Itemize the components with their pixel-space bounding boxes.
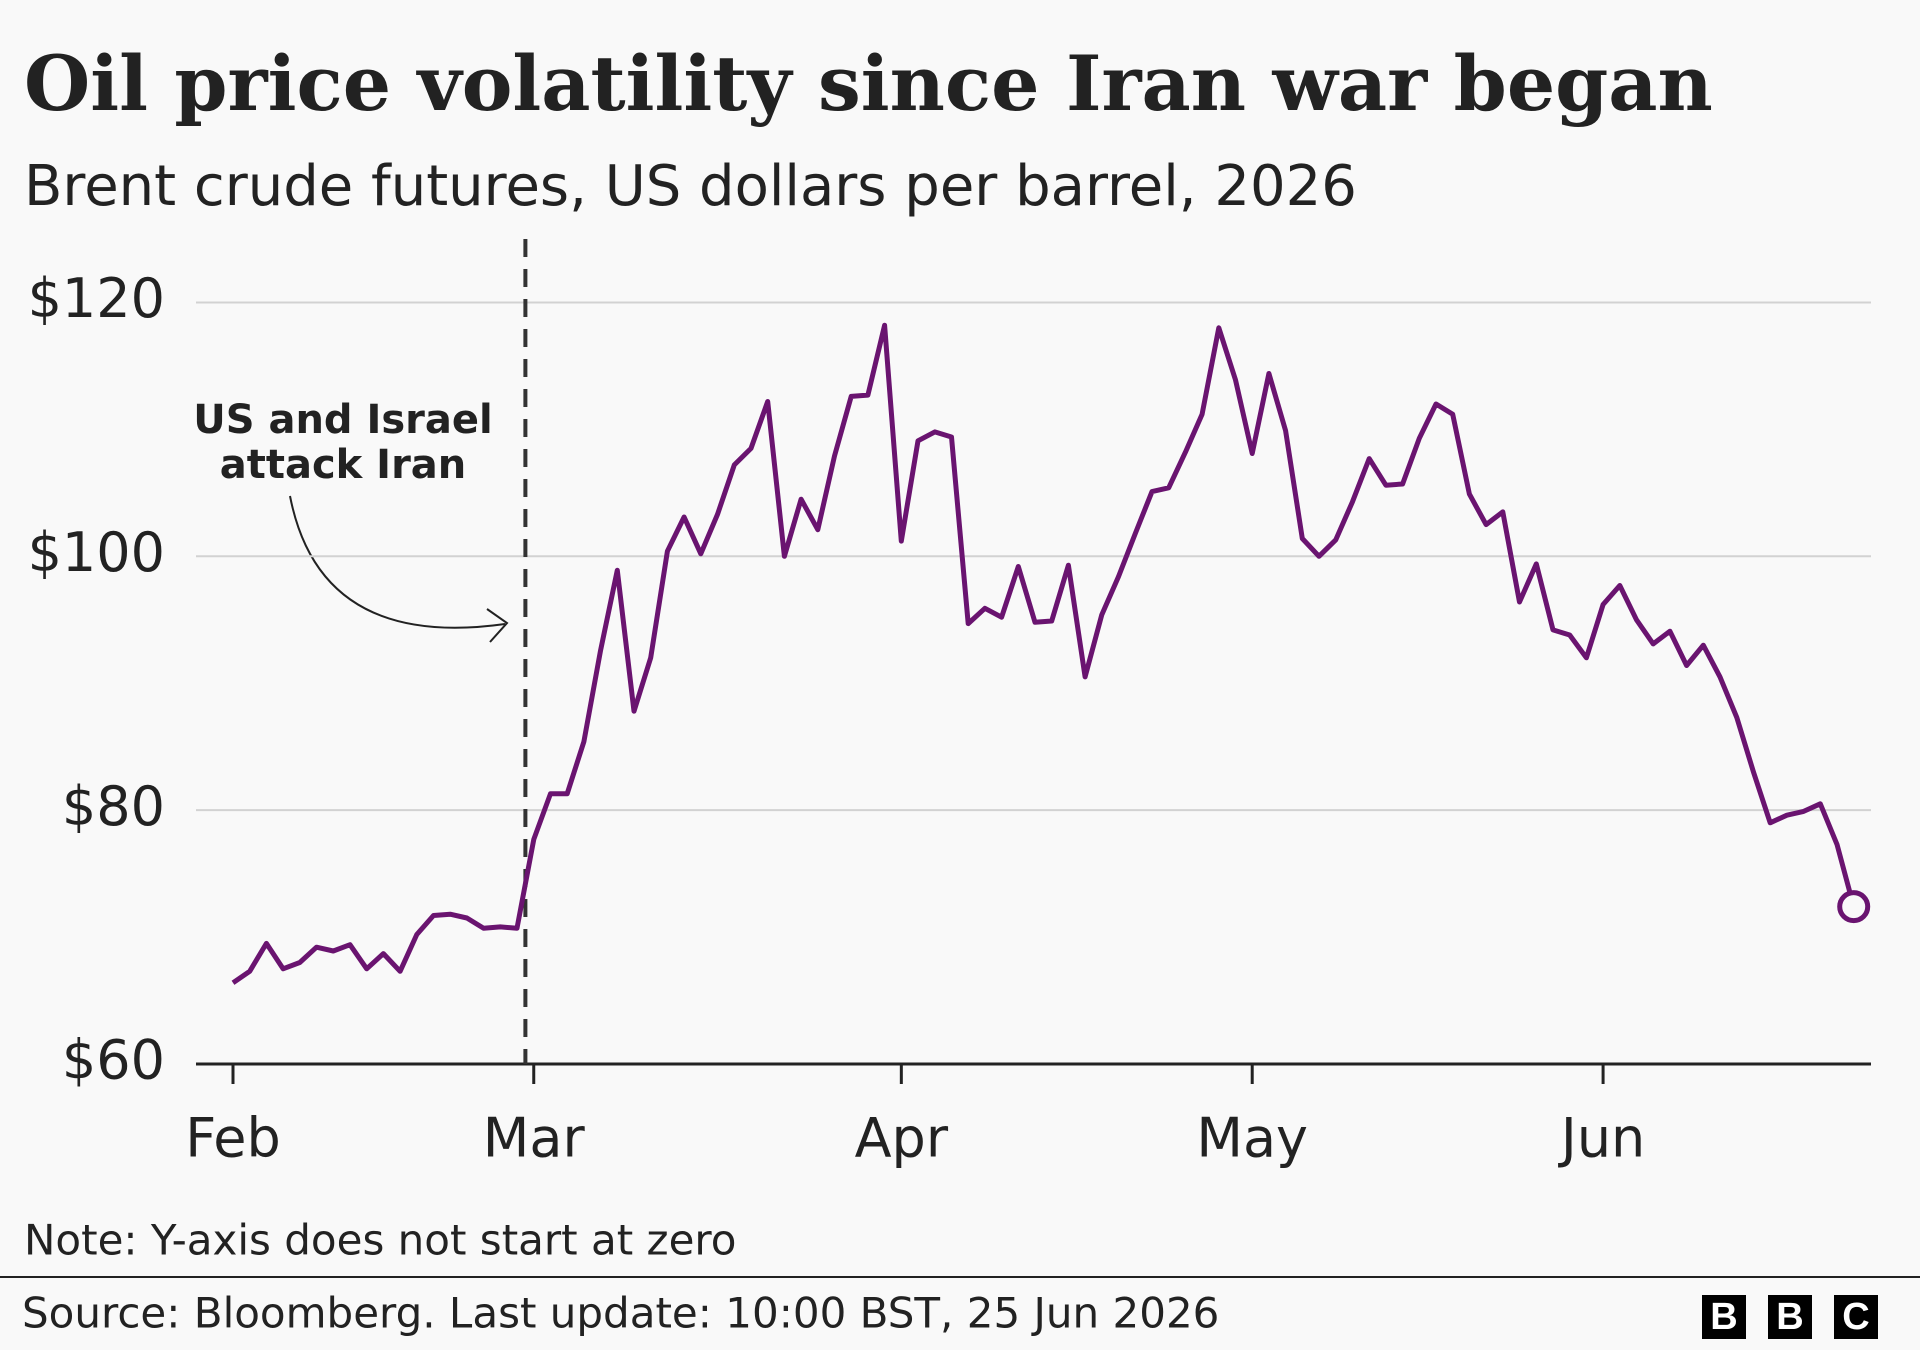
logo-letter: B (1710, 1296, 1737, 1338)
logo-letter: B (1776, 1296, 1803, 1338)
y-tick-label: $60 (62, 1029, 165, 1092)
chart-subtitle: Brent crude futures, US dollars per barr… (24, 154, 1357, 219)
y-tick-label: $80 (62, 775, 165, 838)
annotation: attack Iran (220, 442, 467, 488)
x-tick-label: May (1196, 1107, 1308, 1170)
annotation: US and Israel (193, 397, 493, 443)
logo-block (1834, 1295, 1878, 1339)
source: Source: Bloomberg. Last update: 10:00 BS… (22, 1289, 1219, 1338)
annotation-arrow (289, 495, 506, 629)
note: Note: Y-axis does not start at zero (24, 1216, 736, 1265)
x-tick-label: Feb (185, 1107, 281, 1170)
chart-title: Oil price volatility since Iran war bega… (24, 39, 1713, 128)
logo-block (1768, 1295, 1812, 1339)
annotation-arrowhead (486, 608, 509, 643)
line (231, 322, 1857, 985)
logo-letter: C (1842, 1296, 1869, 1338)
end-marker (1837, 890, 1871, 924)
x-tick-label: Mar (483, 1107, 586, 1170)
y-tick-label: $120 (28, 267, 165, 330)
x-tick-label: Apr (855, 1107, 949, 1170)
y-tick-label: $100 (28, 521, 165, 584)
logo-block (1702, 1295, 1746, 1339)
x-tick-label: Jun (1558, 1107, 1645, 1170)
logo: B B C (1702, 1295, 1878, 1339)
